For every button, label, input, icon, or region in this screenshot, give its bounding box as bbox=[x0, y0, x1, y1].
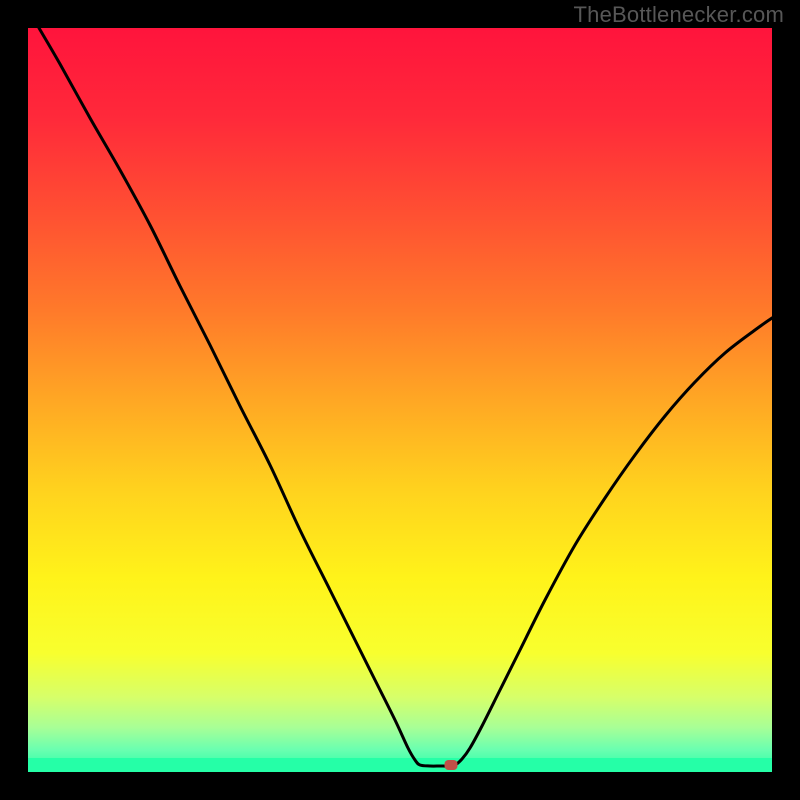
bottom-green-band bbox=[28, 758, 772, 772]
bottleneck-chart bbox=[0, 0, 800, 800]
minimum-marker bbox=[445, 760, 458, 770]
watermark-text: TheBottlenecker.com bbox=[574, 2, 784, 28]
gradient-background bbox=[28, 28, 772, 772]
chart-container: TheBottlenecker.com bbox=[0, 0, 800, 800]
